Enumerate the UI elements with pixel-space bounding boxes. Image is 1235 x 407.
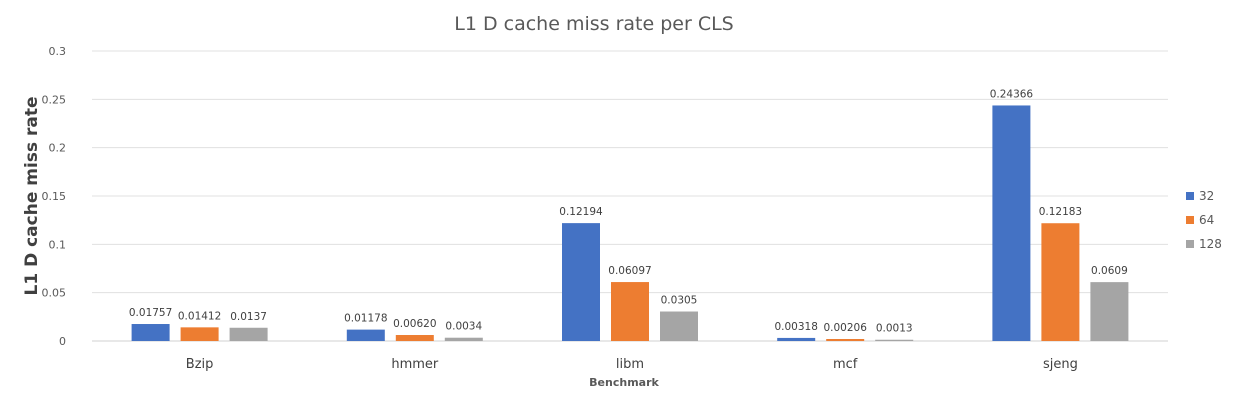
data-label: 0.24366: [990, 88, 1034, 100]
legend-label: 128: [1199, 237, 1222, 251]
bar-libm-128: [660, 311, 698, 341]
bars-layer: [131, 105, 1129, 341]
bar-mcf-32: [777, 337, 816, 341]
bar-mcf-64: [826, 339, 865, 341]
data-label: 0.01757: [129, 307, 172, 319]
data-label: 0.0137: [230, 311, 267, 323]
bar-bzip-32: [131, 324, 170, 341]
bar-sjeng-64: [1041, 223, 1080, 341]
bar-bzip-64: [180, 327, 219, 341]
data-label: 0.12194: [559, 206, 603, 218]
x-tick-label: sjeng: [1043, 357, 1078, 372]
legend-swatch: [1186, 216, 1194, 224]
data-label: 0.01412: [178, 310, 221, 322]
data-label: 0.00620: [393, 318, 436, 330]
bar-sjeng-32: [992, 105, 1031, 341]
bar-mcf-128: [875, 339, 914, 341]
data-label: 0.00318: [774, 321, 817, 333]
data-label: 0.00206: [823, 322, 867, 334]
legend: 32 64 128: [1186, 189, 1222, 251]
x-tick-label: hmmer: [391, 357, 439, 372]
data-label: 0.06097: [608, 265, 651, 277]
bar-hmmer-64: [395, 335, 434, 341]
bar-sjeng-128: [1090, 282, 1129, 341]
legend-label: 64: [1199, 213, 1214, 227]
data-label: 0.01178: [344, 313, 387, 325]
x-tick-label: Bzip: [186, 357, 214, 372]
y-tick-label: 0.2: [49, 142, 67, 155]
y-tick-label: 0.05: [42, 287, 67, 300]
data-label: 0.0305: [661, 295, 698, 307]
y-tick-label: 0.15: [42, 190, 67, 203]
labels-layer: 0 0.05 0.1 0.15 0.2 0.25 0.3 0.01757 0.01412 0.01…: [42, 45, 1128, 372]
legend-swatch: [1186, 240, 1194, 248]
data-label: 0.0609: [1091, 265, 1128, 277]
bar-libm-64: [611, 282, 649, 341]
data-label: 0.0034: [445, 321, 482, 333]
y-tick-label: 0.25: [42, 93, 67, 106]
y-tick-label: 0.1: [49, 238, 67, 251]
y-tick-label: 0: [59, 335, 66, 348]
x-axis-label: Benchmark: [589, 376, 659, 389]
x-tick-label: libm: [616, 357, 644, 372]
bar-hmmer-32: [346, 329, 385, 341]
data-label: 0.0013: [876, 323, 913, 335]
bar-hmmer-128: [444, 337, 483, 341]
data-label: 0.12183: [1039, 206, 1082, 218]
bar-libm-32: [562, 223, 600, 341]
bar-bzip-128: [229, 327, 268, 341]
y-tick-label: 0.3: [49, 45, 67, 58]
y-axis-label: L1 D cache miss rate: [22, 97, 42, 296]
grid-layer: [92, 50, 1168, 342]
legend-swatch: [1186, 192, 1194, 200]
x-tick-label: mcf: [833, 357, 858, 372]
legend-label: 32: [1199, 189, 1214, 203]
chart-title: L1 D cache miss rate per CLS: [454, 13, 733, 35]
